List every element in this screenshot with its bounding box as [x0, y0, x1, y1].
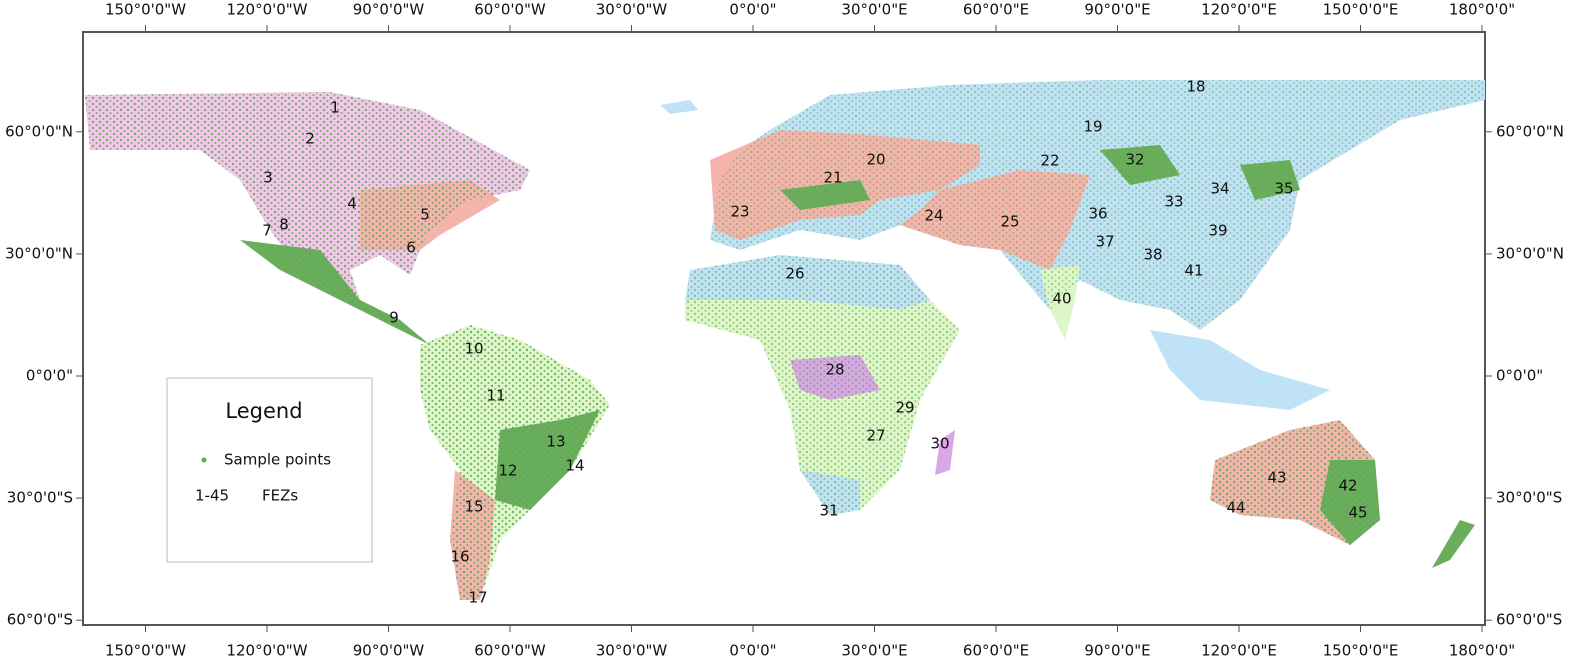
- zone-label: 28: [825, 361, 844, 379]
- lon-tick-label: 150°0'0"W: [105, 1, 186, 19]
- zone-label: 3: [263, 169, 273, 187]
- lon-tick-label: 90°0'0"W: [353, 642, 425, 660]
- zone-label: 17: [468, 589, 487, 607]
- zone-label: 43: [1267, 469, 1286, 487]
- zone-label: 32: [1125, 151, 1144, 169]
- zone-label: 45: [1348, 504, 1367, 522]
- lon-tick-label: 120°0'0"E: [1201, 1, 1277, 19]
- lat-tick-label: 60°0'0"N: [5, 122, 73, 140]
- zone-label: 18: [1186, 78, 1205, 96]
- lon-tick-label: 60°0'0"W: [474, 642, 546, 660]
- lon-tick-label: 30°0'0"W: [596, 1, 668, 19]
- zone-label: 26: [785, 265, 804, 283]
- zone-label: 34: [1210, 180, 1229, 198]
- sample-points: [85, 80, 1485, 600]
- zone-label: 40: [1052, 290, 1071, 308]
- zone-label: 5: [420, 206, 430, 224]
- zone-label: 1: [330, 99, 340, 117]
- zone-label: 20: [866, 151, 885, 169]
- new-zealand: [1432, 520, 1475, 568]
- lat-tick-label: 60°0'0"S: [7, 611, 73, 629]
- legend-label: FEZs: [262, 487, 298, 505]
- zone-label: 25: [1000, 213, 1019, 231]
- lon-tick-label: 120°0'0"E: [1201, 642, 1277, 660]
- lon-tick-label: 150°0'0"W: [105, 642, 186, 660]
- lon-tick-label: 0°0'0": [729, 1, 776, 19]
- lon-tick-label: 180°0'0": [1449, 1, 1515, 19]
- lon-tick-label: 30°0'0"W: [596, 642, 668, 660]
- se-asia: [1150, 330, 1330, 410]
- zone-label: 16: [450, 548, 469, 566]
- lat-tick-label: 30°0'0"N: [1496, 244, 1564, 262]
- zone-label: 22: [1040, 152, 1059, 170]
- zone-label: 2: [305, 130, 315, 148]
- lon-tick-label: 60°0'0"E: [963, 642, 1029, 660]
- zone-label: 38: [1143, 246, 1162, 264]
- zone-label: 10: [464, 340, 483, 358]
- legend-box: [166, 377, 373, 563]
- zone-label: 23: [730, 203, 749, 221]
- lat-tick-label: 60°0'0"S: [1496, 611, 1562, 629]
- zone-label: 36: [1088, 205, 1107, 223]
- zone-label: 6: [406, 239, 416, 257]
- lon-tick-label: 30°0'0"E: [841, 1, 907, 19]
- zone-label: 29: [895, 399, 914, 417]
- zone-label: 30: [930, 435, 949, 453]
- legend-label: Sample points: [224, 451, 331, 469]
- lat-tick-label: 30°0'0"S: [1496, 489, 1562, 507]
- legend-range: 1-45: [195, 487, 229, 505]
- zone-label: 37: [1095, 233, 1114, 251]
- lon-tick-label: 150°0'0"E: [1323, 642, 1399, 660]
- madagascar: [935, 430, 955, 475]
- lon-tick-label: 150°0'0"E: [1323, 1, 1399, 19]
- iceland: [660, 100, 698, 114]
- lat-tick-label: 30°0'0"S: [7, 489, 73, 507]
- legend-symbol: [201, 457, 207, 463]
- lon-tick-label: 120°0'0"W: [226, 1, 307, 19]
- lon-tick-label: 60°0'0"E: [963, 1, 1029, 19]
- land: [85, 80, 1485, 600]
- zone-label: 4: [347, 195, 357, 213]
- zone-label: 15: [464, 498, 483, 516]
- lon-tick-label: 30°0'0"E: [841, 642, 907, 660]
- zone-label: 33: [1164, 193, 1183, 211]
- zone-label: 27: [866, 427, 885, 445]
- lat-tick-label: 0°0'0": [1496, 367, 1543, 385]
- zone-label: 44: [1226, 499, 1245, 517]
- zone-label: 24: [924, 207, 943, 225]
- zone-label: 12: [498, 462, 517, 480]
- lon-tick-label: 90°0'0"W: [353, 1, 425, 19]
- zone-label: 11: [486, 387, 505, 405]
- zone-label: 41: [1184, 262, 1203, 280]
- lat-tick-label: 60°0'0"N: [1496, 122, 1564, 140]
- lon-tick-label: 90°0'0"E: [1084, 1, 1150, 19]
- zone-label: 42: [1338, 477, 1357, 495]
- lon-tick-label: 120°0'0"W: [226, 642, 307, 660]
- zone-label: 13: [546, 433, 565, 451]
- zone-label: 9: [389, 309, 399, 327]
- lon-tick-label: 90°0'0"E: [1084, 642, 1150, 660]
- zone-label: 21: [823, 169, 842, 187]
- zone-label: 19: [1083, 118, 1102, 136]
- lon-tick-label: 180°0'0": [1449, 642, 1515, 660]
- lon-tick-label: 0°0'0": [729, 642, 776, 660]
- zone-label: 35: [1274, 180, 1293, 198]
- zone-label: 39: [1208, 222, 1227, 240]
- zone-label: 8: [279, 216, 289, 234]
- zone-label: 14: [565, 457, 584, 475]
- lat-tick-label: 30°0'0"N: [5, 244, 73, 262]
- zone-label: 31: [819, 502, 838, 520]
- zone-label: 7: [262, 222, 272, 240]
- lat-tick-label: 0°0'0": [26, 367, 73, 385]
- lon-tick-label: 60°0'0"W: [474, 1, 546, 19]
- legend-title: Legend: [225, 399, 302, 423]
